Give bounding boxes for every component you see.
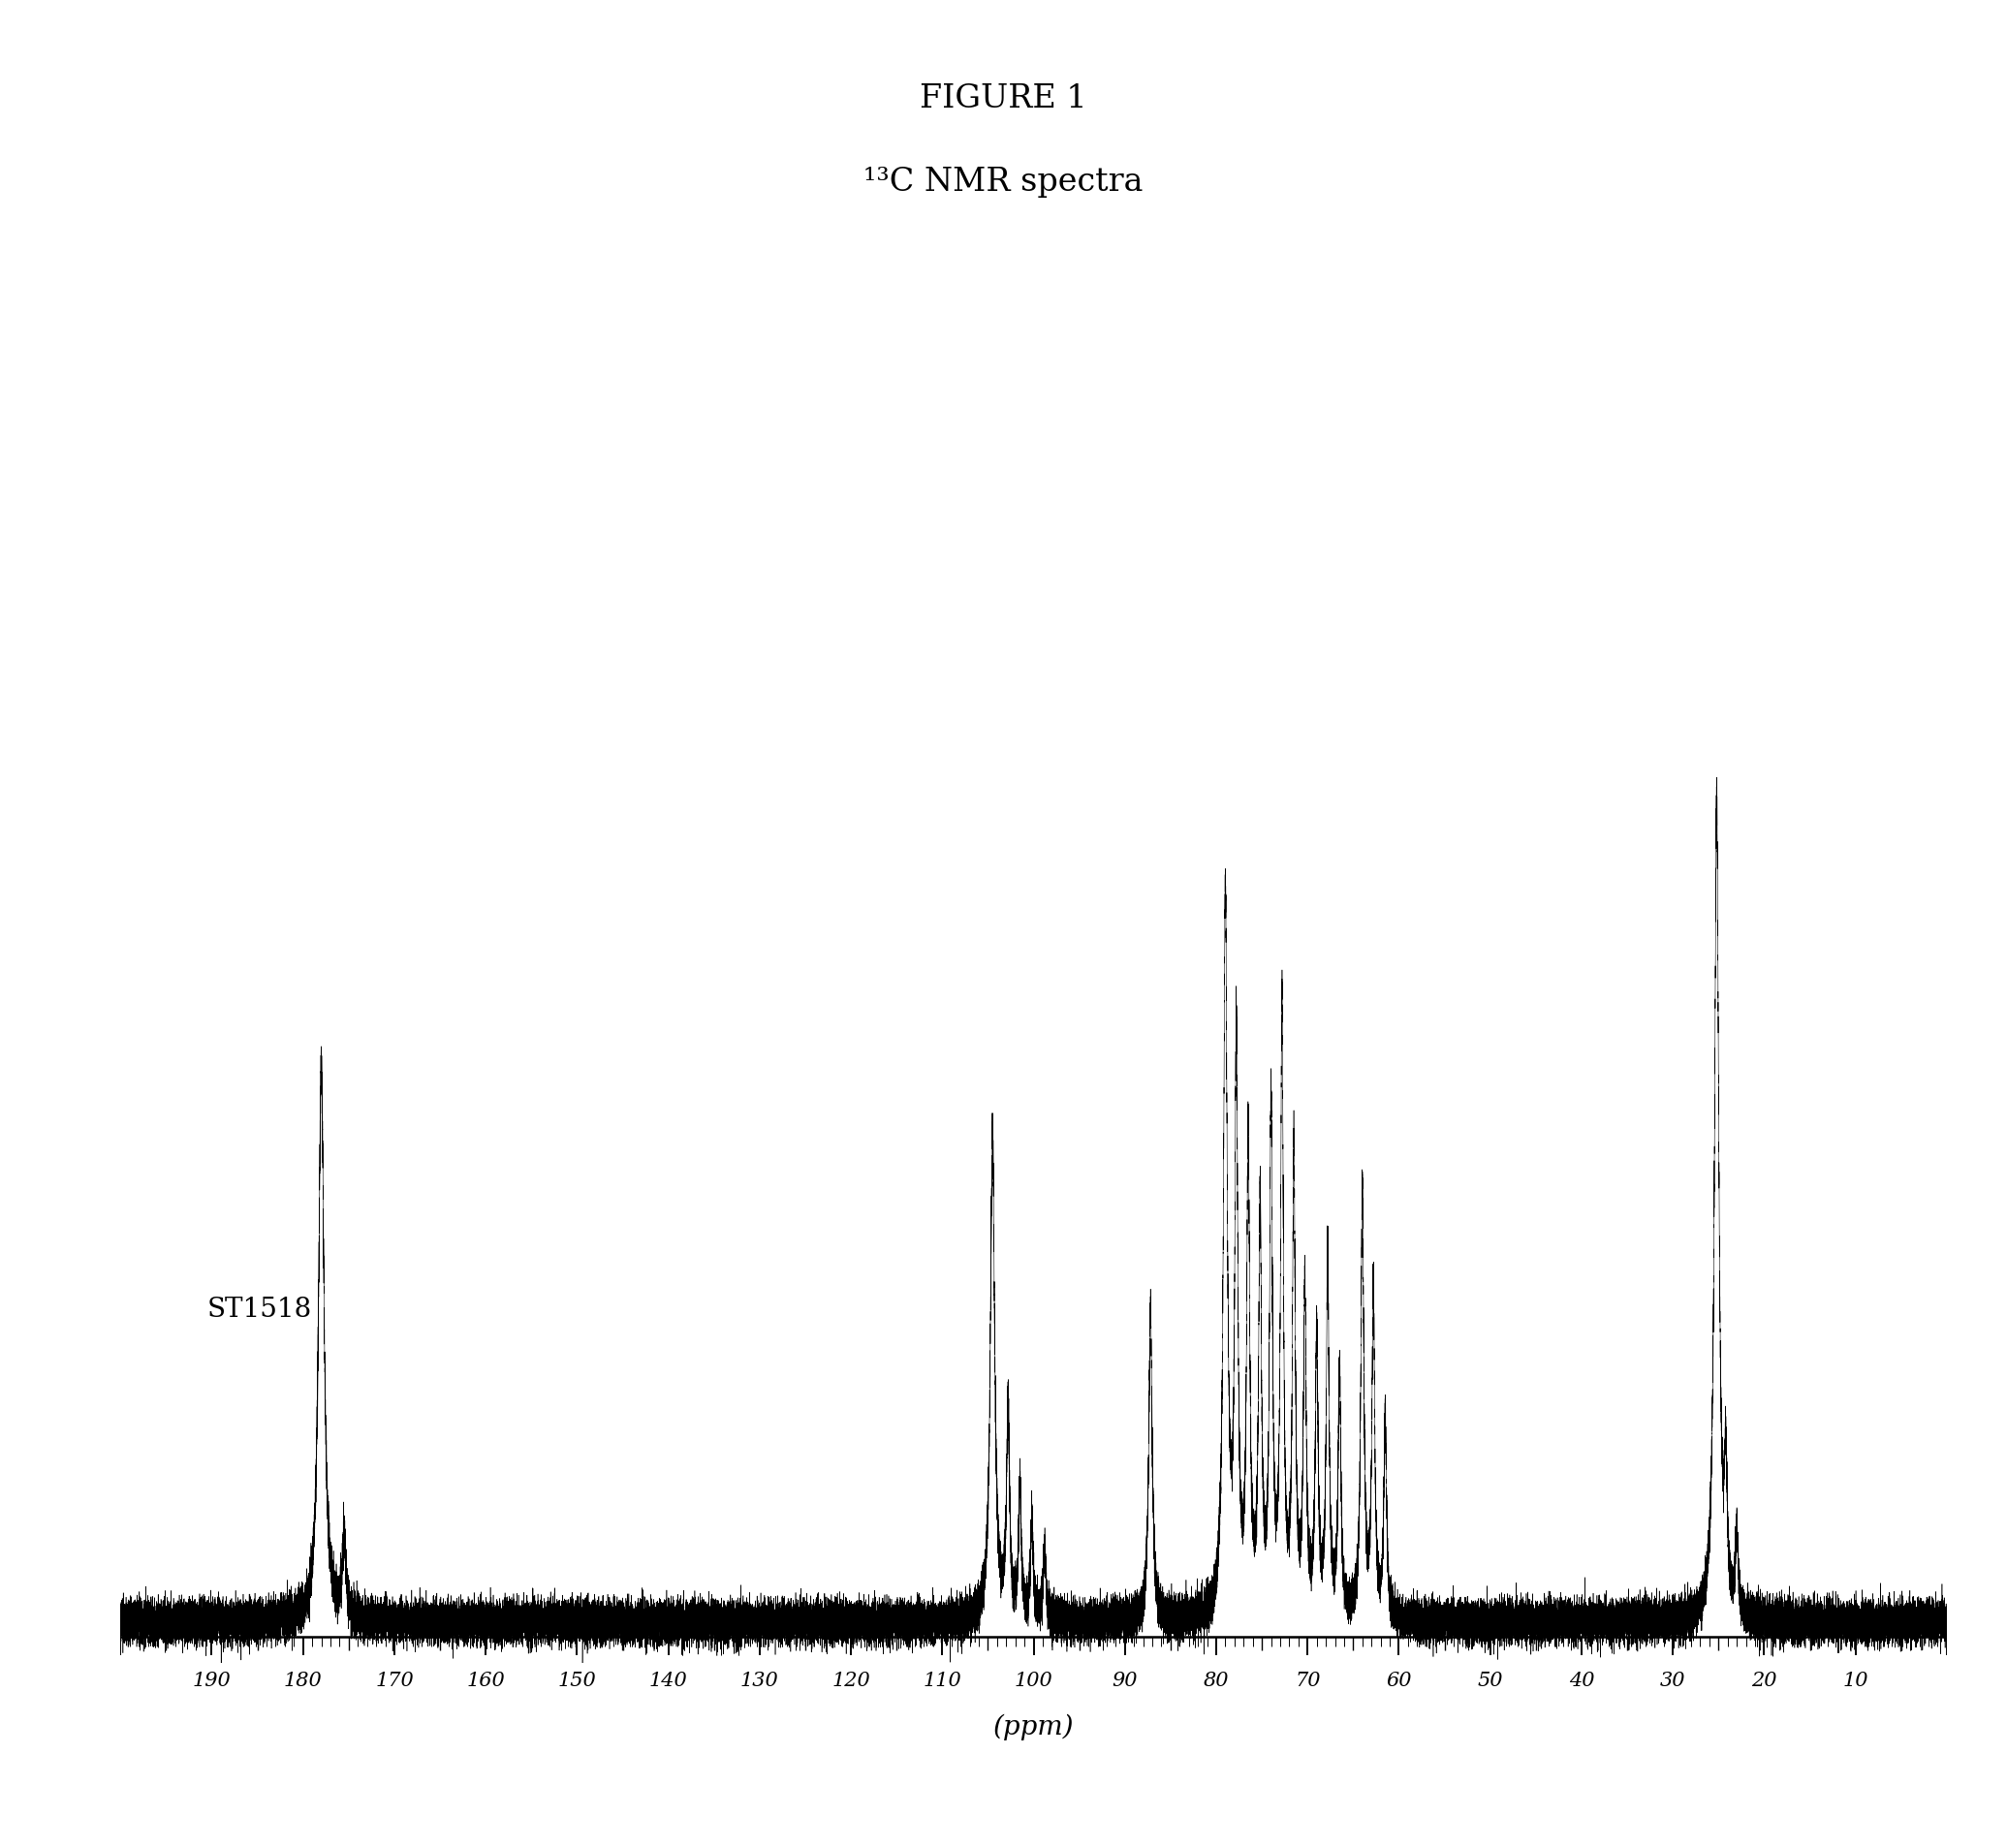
Text: ST1518: ST1518	[207, 1297, 311, 1323]
Text: 30: 30	[1660, 1671, 1686, 1689]
Text: 70: 70	[1295, 1671, 1321, 1689]
Text: FIGURE 1: FIGURE 1	[919, 83, 1088, 115]
Text: ¹³C NMR spectra: ¹³C NMR spectra	[863, 166, 1144, 198]
Text: 190: 190	[193, 1671, 231, 1689]
Text: 50: 50	[1477, 1671, 1503, 1689]
Text: 100: 100	[1014, 1671, 1054, 1689]
Text: 60: 60	[1387, 1671, 1411, 1689]
Text: (ppm): (ppm)	[993, 1715, 1074, 1741]
Text: 160: 160	[466, 1671, 506, 1689]
Text: 180: 180	[283, 1671, 323, 1689]
Text: 80: 80	[1204, 1671, 1228, 1689]
Text: 40: 40	[1569, 1671, 1594, 1689]
Text: 120: 120	[831, 1671, 871, 1689]
Text: 130: 130	[741, 1671, 779, 1689]
Text: 150: 150	[558, 1671, 596, 1689]
Text: 10: 10	[1842, 1671, 1869, 1689]
Text: 20: 20	[1752, 1671, 1776, 1689]
Text: 170: 170	[375, 1671, 413, 1689]
Text: 140: 140	[648, 1671, 688, 1689]
Text: 110: 110	[923, 1671, 961, 1689]
Text: 90: 90	[1112, 1671, 1138, 1689]
